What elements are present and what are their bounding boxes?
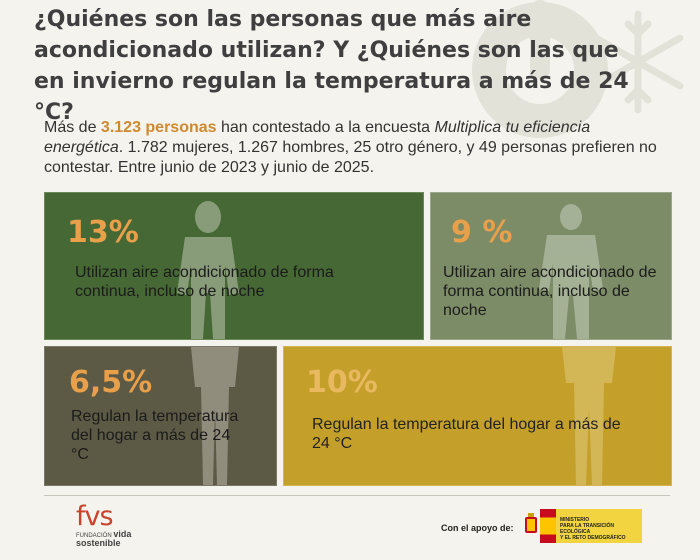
stat-percent: 13%	[67, 215, 139, 250]
stat-description: Utilizan aire acondicionado de forma con…	[443, 264, 657, 319]
ministry-logo: MINISTERIO PARA LA TRANSICIÓN ECOLÓGICA Y …	[522, 509, 642, 543]
logo-subtitle: FUNDACIÓN vida sostenible	[76, 529, 132, 548]
ministry-name: MINISTERIO PARA LA TRANSICIÓN ECOLÓGICA Y …	[556, 509, 642, 543]
stat-description: Regulan la temperatura del hogar a más d…	[71, 408, 239, 463]
fvs-logo: fvs FUNDACIÓN vida sostenible	[76, 503, 136, 549]
intro-paragraph: Más de 3.123 personas han contestado a l…	[44, 118, 659, 178]
stat-card-women-ac: 13% Utilizan aire acondicionado de forma…	[44, 192, 424, 340]
intro-prefix: Más de	[44, 119, 101, 136]
stat-percent: 10%	[306, 365, 378, 400]
stat-percent: 9 %	[451, 215, 513, 250]
respondent-count: 3.123 personas	[100, 119, 217, 136]
logo-mark: fvs	[76, 501, 114, 532]
intro-mid: han contestado a la encuesta	[216, 119, 435, 136]
survey-name: Multiplica tu eficiencia energética	[44, 119, 591, 156]
stat-percent: 6,5%	[69, 365, 153, 400]
support-label: Con el apoyo de:	[441, 523, 514, 533]
stat-card-men-heating: 10% Regulan la temperatura del hogar a m…	[283, 346, 672, 486]
stat-description: Utilizan aire acondicionado de forma con…	[75, 264, 334, 300]
intro-rest: . 1.782 mujeres, 1.267 hombres, 25 otro …	[44, 139, 657, 176]
page-title: ¿Quiénes son las personas que más aire a…	[34, 7, 629, 125]
spain-flag-icon	[540, 509, 556, 543]
stat-description: Regulan la temperatura del hogar a más d…	[312, 416, 621, 452]
stat-card-men-ac: 9 % Utilizan aire acondicionado de forma…	[430, 192, 672, 340]
stat-card-women-heating: 6,5% Regulan la temperatura del hogar a …	[44, 346, 277, 486]
coat-of-arms-icon	[522, 509, 540, 543]
footer-divider	[44, 495, 670, 496]
